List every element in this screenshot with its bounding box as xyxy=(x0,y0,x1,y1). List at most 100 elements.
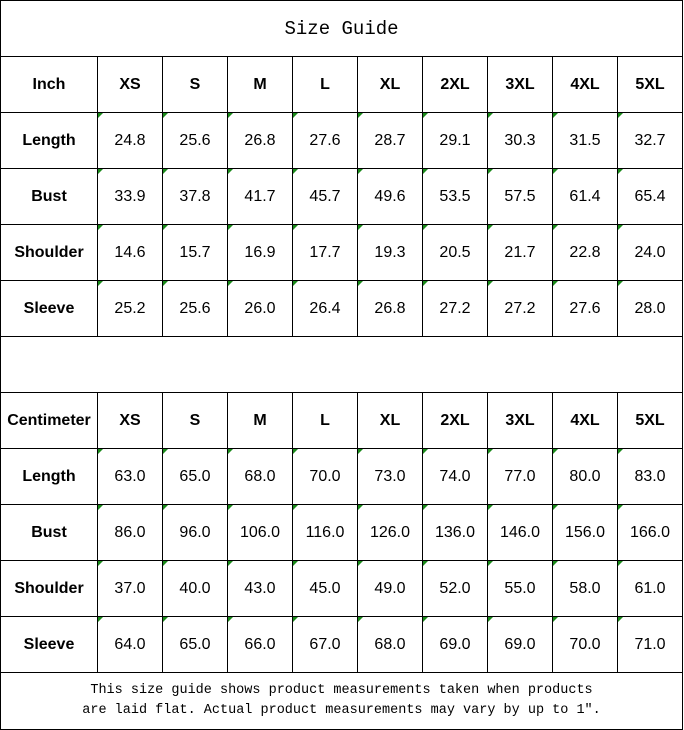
measurement-cell: 126.0 xyxy=(357,504,423,561)
page-title: Size Guide xyxy=(0,0,684,57)
measurement-cell: 27.2 xyxy=(422,280,488,337)
measurement-cell: 116.0 xyxy=(292,504,358,561)
footer-row: This size guide shows product measuremen… xyxy=(0,672,684,730)
size-header-xs: XS xyxy=(97,56,163,113)
size-header-xl: XL xyxy=(357,392,423,449)
measurement-cell: 26.8 xyxy=(357,280,423,337)
size-header-4xl: 4XL xyxy=(552,392,618,449)
measurement-cell: 77.0 xyxy=(487,448,553,505)
measurement-cell: 80.0 xyxy=(552,448,618,505)
footer-line-2: are laid flat. Actual product measuremen… xyxy=(82,703,601,718)
spacer-row xyxy=(0,336,684,393)
measurement-cell: 52.0 xyxy=(422,560,488,617)
size-header-l: L xyxy=(292,392,358,449)
measurement-cell: 55.0 xyxy=(487,560,553,617)
size-header-s: S xyxy=(162,56,228,113)
row-label: Length xyxy=(0,448,98,505)
measurement-cell: 19.3 xyxy=(357,224,423,281)
row-label: Shoulder xyxy=(0,224,98,281)
measurement-cell: 22.8 xyxy=(552,224,618,281)
size-header-xl: XL xyxy=(357,56,423,113)
size-header-m: M xyxy=(227,392,293,449)
size-header-5xl: 5XL xyxy=(616,392,684,449)
measurement-cell: 69.0 xyxy=(487,616,553,673)
measurement-cell: 66.0 xyxy=(227,616,293,673)
measurement-cell: 21.7 xyxy=(487,224,553,281)
row-label: Sleeve xyxy=(0,280,98,337)
measurement-cell: 156.0 xyxy=(552,504,618,561)
measurement-cell: 61.0 xyxy=(616,560,684,617)
measurement-cell: 74.0 xyxy=(422,448,488,505)
measurement-cell: 25.2 xyxy=(97,280,163,337)
size-header-5xl: 5XL xyxy=(616,56,684,113)
size-header-s: S xyxy=(162,392,228,449)
measurement-cell: 68.0 xyxy=(227,448,293,505)
measurement-cell: 16.9 xyxy=(227,224,293,281)
measurement-cell: 65.4 xyxy=(616,168,684,225)
header-row: Inch XS S M L XL 2XL 3XL 4XL 5XL xyxy=(0,56,684,113)
measurement-cell: 25.6 xyxy=(162,280,228,337)
measurement-cell: 17.7 xyxy=(292,224,358,281)
measurement-cell: 37.8 xyxy=(162,168,228,225)
measurement-cell: 31.5 xyxy=(552,112,618,169)
unit-header: Inch xyxy=(0,56,98,113)
measurement-cell: 26.0 xyxy=(227,280,293,337)
measurement-cell: 49.0 xyxy=(357,560,423,617)
size-header-2xl: 2XL xyxy=(422,56,488,113)
measurement-cell: 86.0 xyxy=(97,504,163,561)
measurement-cell: 45.7 xyxy=(292,168,358,225)
measurement-cell: 136.0 xyxy=(422,504,488,561)
measurement-cell: 41.7 xyxy=(227,168,293,225)
measurement-cell: 83.0 xyxy=(616,448,684,505)
size-header-l: L xyxy=(292,56,358,113)
measurement-cell: 58.0 xyxy=(552,560,618,617)
measurement-cell: 73.0 xyxy=(357,448,423,505)
measurement-cell: 25.6 xyxy=(162,112,228,169)
measurement-cell: 32.7 xyxy=(616,112,684,169)
title-row: Size Guide xyxy=(0,0,684,57)
row-label: Bust xyxy=(0,504,98,561)
size-header-3xl: 3XL xyxy=(487,56,553,113)
measurement-cell: 70.0 xyxy=(292,448,358,505)
footer-note: This size guide shows product measuremen… xyxy=(0,672,684,730)
spacer-cell xyxy=(0,336,684,393)
row-label: Sleeve xyxy=(0,616,98,673)
size-header-xs: XS xyxy=(97,392,163,449)
measurement-cell: 26.8 xyxy=(227,112,293,169)
measurement-cell: 27.2 xyxy=(487,280,553,337)
measurement-cell: 49.6 xyxy=(357,168,423,225)
table-row-sleeve: Sleeve 25.2 25.6 26.0 26.4 26.8 27.2 27.2 27.6 28… xyxy=(0,280,684,337)
measurement-cell: 57.5 xyxy=(487,168,553,225)
size-header-4xl: 4XL xyxy=(552,56,618,113)
table-row-length: Length 63.0 65.0 68.0 70.0 73.0 74.0 77.0 80.0 83… xyxy=(0,448,684,505)
measurement-cell: 26.4 xyxy=(292,280,358,337)
unit-header: Centimeter xyxy=(0,392,98,449)
table-row-length: Length 24.8 25.6 26.8 27.6 28.7 29.1 30.3 31.5 32… xyxy=(0,112,684,169)
table-row-sleeve: Sleeve 64.0 65.0 66.0 67.0 68.0 69.0 69.0 70.0 71… xyxy=(0,616,684,673)
measurement-cell: 70.0 xyxy=(552,616,618,673)
header-row: Centimeter XS S M L XL 2XL 3XL 4XL 5XL xyxy=(0,392,684,449)
measurement-cell: 69.0 xyxy=(422,616,488,673)
measurement-cell: 45.0 xyxy=(292,560,358,617)
measurement-cell: 61.4 xyxy=(552,168,618,225)
measurement-cell: 96.0 xyxy=(162,504,228,561)
measurement-cell: 68.0 xyxy=(357,616,423,673)
measurement-cell: 28.0 xyxy=(616,280,684,337)
measurement-cell: 24.0 xyxy=(616,224,684,281)
measurement-cell: 28.7 xyxy=(357,112,423,169)
size-header-2xl: 2XL xyxy=(422,392,488,449)
measurement-cell: 65.0 xyxy=(162,448,228,505)
row-label: Shoulder xyxy=(0,560,98,617)
measurement-cell: 15.7 xyxy=(162,224,228,281)
measurement-cell: 43.0 xyxy=(227,560,293,617)
measurement-cell: 106.0 xyxy=(227,504,293,561)
measurement-cell: 166.0 xyxy=(616,504,684,561)
measurement-cell: 71.0 xyxy=(616,616,684,673)
measurement-cell: 63.0 xyxy=(97,448,163,505)
footer-line-1: This size guide shows product measuremen… xyxy=(90,683,593,698)
table-row-bust: Bust 33.9 37.8 41.7 45.7 49.6 53.5 57.5 61.4 65.4 xyxy=(0,168,684,225)
measurement-cell: 20.5 xyxy=(422,224,488,281)
row-label: Length xyxy=(0,112,98,169)
measurement-cell: 27.6 xyxy=(292,112,358,169)
